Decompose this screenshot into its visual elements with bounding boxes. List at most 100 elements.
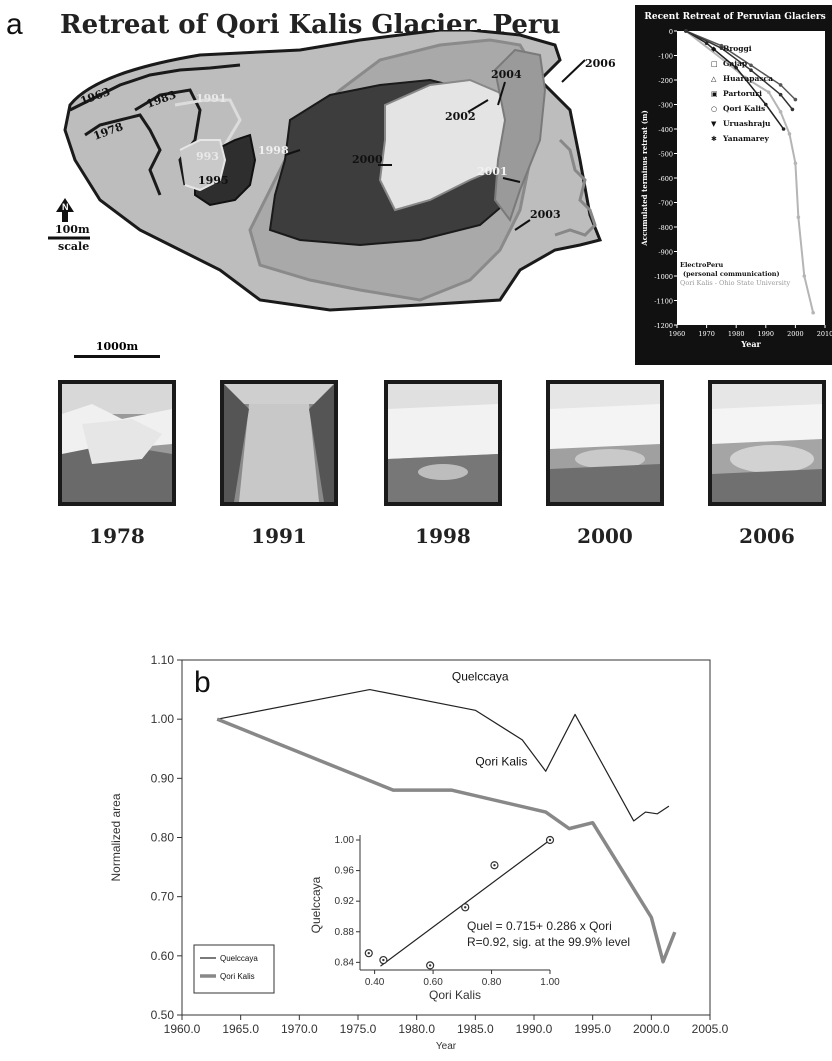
chart-b-x-tick-label: 1975.0	[340, 1022, 377, 1036]
retreat-x-tick-label: 2000	[787, 330, 804, 338]
photo-1998	[384, 380, 502, 506]
chart-b-series-qori-kalis	[216, 717, 677, 964]
map-arrow-2002	[467, 99, 489, 113]
chart-b-x-tick-label: 1960.0	[164, 1022, 201, 1036]
chart-b-y-tick-label: 1.10	[151, 653, 175, 667]
retreat-series-point	[704, 41, 709, 46]
inset-stats: R=0.92, sig. at the 99.9% level	[467, 935, 630, 949]
inset-point-center	[382, 958, 385, 962]
map-label-2001: 2001	[477, 165, 508, 178]
inset-y-tick-label: 1.00	[335, 835, 355, 846]
retreat-y-tick-label: -400	[658, 126, 673, 134]
retreat-legend-label: Yanamarey	[722, 134, 769, 143]
map-label-1998: 1998	[258, 144, 289, 157]
photo-1991	[220, 380, 338, 506]
retreat-y-tick-label: -800	[658, 224, 673, 232]
retreat-series-point	[684, 29, 688, 33]
retreat-y-tick-label: 0	[669, 28, 673, 36]
chart-b-series-label: Quelccaya	[452, 670, 509, 684]
chart-b-legend-label: Quelccaya	[220, 954, 258, 963]
retreat-series-point	[796, 215, 801, 219]
retreat-x-tick-label: 1970	[698, 330, 715, 338]
retreat-series-point	[749, 63, 753, 68]
photo-2006	[708, 380, 826, 506]
retreat-legend-label: Partoruri	[723, 89, 762, 98]
chart-b-x-tick-label: 1965.0	[222, 1022, 259, 1036]
inset-point-center	[548, 838, 552, 842]
chart-b-y-tick-label: 0.80	[151, 831, 175, 845]
retreat-series-point	[811, 310, 815, 315]
retreat-chart: Recent Retreat of Peruvian Glaciers 0 -100…	[635, 5, 832, 365]
retreat-y-tick-label: -200	[658, 77, 673, 85]
retreat-legend-marker: ▣	[711, 90, 718, 98]
retreat-y-tick-label: -300	[658, 102, 673, 110]
inset-x-tick-label: 0.40	[365, 977, 385, 988]
retreat-series-point	[734, 65, 738, 70]
retreat-legend-label: Huarapasca	[723, 74, 773, 83]
chart-b-x-tick-label: 2000.0	[633, 1022, 670, 1036]
chart-b-series-quelccaya	[217, 688, 670, 822]
map-993-outline	[179, 139, 227, 192]
retreat-source-line: ElectroPeru	[680, 261, 724, 269]
inset-point-center	[367, 951, 370, 955]
chart-b-y-tick-label: 0.60	[151, 949, 175, 963]
retreat-legend-marker: ▼	[711, 120, 717, 128]
inset-x-tick-label: 0.80	[482, 977, 502, 988]
map-1995-region	[194, 133, 257, 207]
map-arrow-2003	[514, 219, 531, 231]
inset-y-tick-label: 0.84	[335, 957, 355, 968]
map-arrow-2004	[497, 81, 506, 106]
panel-a-letter: a	[6, 8, 23, 41]
chart-b-legend-label: Qori Kalis	[220, 972, 255, 981]
map-label-2004: 2004	[491, 68, 522, 81]
chart-b-y-tick-label: 0.70	[151, 890, 175, 904]
photo-label-1991: 1991	[251, 524, 307, 548]
map-1963-outline	[69, 63, 241, 112]
photo-label-2006: 2006	[739, 524, 795, 548]
chart-b-y-tick-label: 1.00	[151, 712, 175, 726]
retreat-legend-label: Broggi	[723, 44, 752, 53]
retreat-plot-area	[677, 31, 825, 325]
glacier-photo-1998-image	[388, 384, 498, 502]
inset-point-center	[428, 964, 432, 967]
retreat-x-tick-label: 2010	[817, 330, 832, 338]
inset-x-tick-label: 0.60	[423, 977, 443, 988]
scale-1000-bar	[74, 355, 160, 358]
retreat-legend-marker: ◆	[711, 45, 717, 53]
photo-2000	[546, 380, 664, 506]
retreat-legend-label: Gajap	[723, 59, 747, 68]
normalized-area-chart: b 0.50 0.60 0.70 0.80 0.90 1.00 1.10 1960.0 1965.…	[109, 653, 729, 1052]
retreat-y-tick-label: -1000	[654, 273, 673, 281]
retreat-source-line: Qori Kalis - Ohio State University	[680, 279, 790, 287]
north-arrow-icon	[56, 198, 74, 222]
chart-b-x-tick-label: 1985.0	[457, 1022, 494, 1036]
glacier-photo-2006-image	[712, 384, 822, 502]
map-arrow-1998	[284, 149, 301, 156]
retreat-y-tick-label: -1200	[654, 322, 673, 330]
glacier-retreat-map: N 100m scale 1963 1978 1983 1991 993 199…	[48, 30, 616, 312]
retreat-series-point	[787, 132, 792, 136]
inset-y-axis-label: Quelccaya	[309, 876, 323, 933]
retreat-x-axis-label: Year	[740, 339, 761, 349]
chart-b-x-tick-label: 1970.0	[281, 1022, 318, 1036]
retreat-x-tick-label: 1960	[669, 330, 686, 338]
retreat-y-tick-label: -500	[658, 151, 673, 159]
retreat-x-tick-label: 1980	[728, 330, 745, 338]
glacier-photo-2000-image	[550, 384, 660, 502]
chart-b-panel-letter: b	[194, 666, 211, 699]
inset-y-tick-label: 0.88	[335, 927, 355, 938]
chart-b-y-tick-label: 0.90	[151, 771, 175, 785]
inset-y-tick-label: 0.96	[335, 866, 355, 877]
inset-point-center	[464, 906, 467, 909]
scale-100-label: 100m	[55, 223, 90, 236]
chart-b-x-tick-label: 1980.0	[398, 1022, 435, 1036]
map-2006-wedge	[493, 48, 547, 223]
retreat-y-tick-label: -600	[658, 175, 673, 183]
retreat-series-point	[778, 92, 783, 97]
retreat-x-tick-label: 1990	[758, 330, 775, 338]
retreat-series-point	[790, 107, 795, 112]
map-arrow-2006	[561, 59, 586, 83]
retreat-series-point	[802, 274, 807, 278]
map-label-2006: 2006	[585, 57, 616, 70]
map-label-2000: 2000	[352, 153, 383, 166]
